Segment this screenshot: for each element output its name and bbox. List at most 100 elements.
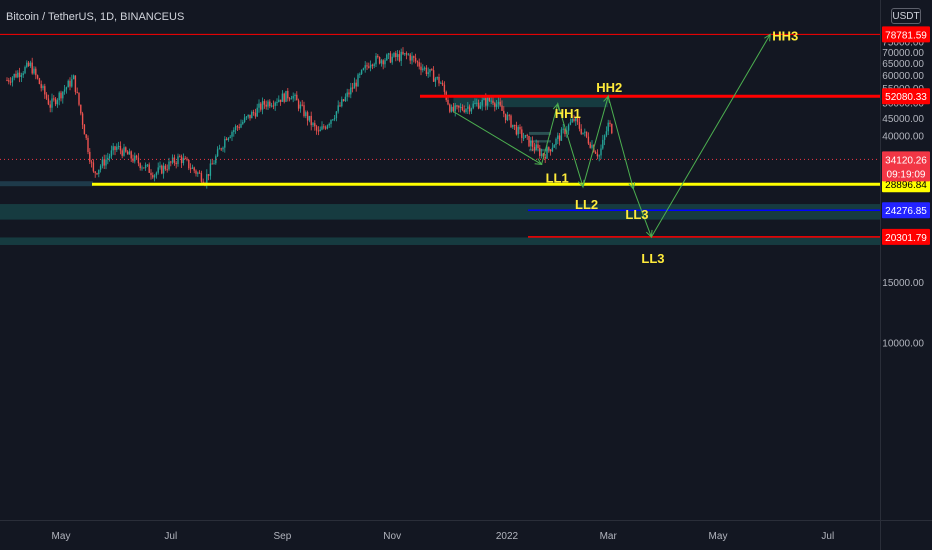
- level-price-label-bg: [882, 202, 930, 219]
- candle-body: [402, 51, 404, 55]
- zone-lower-lower: [0, 237, 880, 245]
- candle-body: [20, 75, 23, 77]
- candle-body: [152, 175, 154, 178]
- candle-body: [501, 105, 503, 111]
- candle-body: [362, 68, 365, 70]
- candle-body: [357, 74, 359, 87]
- candle-body: [542, 153, 545, 157]
- candle-body: [134, 155, 136, 162]
- projection-arrowhead: [534, 158, 543, 165]
- price-tick-label: 45000.00: [882, 114, 924, 125]
- candle-body: [386, 54, 388, 61]
- candle-body: [544, 156, 546, 159]
- candle-body: [360, 69, 363, 74]
- candle-body: [494, 103, 496, 107]
- currency-selector-button[interactable]: USDT: [891, 8, 921, 24]
- candle-body: [80, 104, 82, 114]
- candle-body: [315, 126, 318, 131]
- price-tick-label: 60000.00: [882, 71, 924, 82]
- candle-body: [238, 126, 240, 128]
- candle-body: [485, 98, 487, 106]
- candle-body: [526, 135, 528, 137]
- candle-body: [528, 135, 530, 147]
- candle-body: [141, 167, 143, 169]
- candle-body: [377, 55, 379, 58]
- candle-body: [22, 73, 24, 76]
- price-tick-label: 10000.00: [882, 339, 924, 350]
- candle-body: [567, 124, 570, 131]
- candle-body: [155, 172, 158, 176]
- candle-body: [78, 92, 80, 105]
- current-price-label: 34120.26: [885, 155, 927, 166]
- wave-label-hh3: HH3: [772, 28, 798, 43]
- candle-body: [571, 118, 573, 123]
- candle-body: [405, 53, 408, 55]
- projection-arrowhead: [603, 95, 610, 104]
- candle-body: [557, 135, 559, 139]
- level-price-label: 78781.59: [885, 30, 927, 41]
- candle-body: [587, 136, 590, 144]
- candle-body: [51, 98, 53, 108]
- candle-body: [443, 84, 446, 92]
- candle-body: [11, 77, 14, 83]
- candle-body: [503, 110, 505, 114]
- candle-body: [200, 173, 203, 182]
- projection-path: [453, 34, 771, 239]
- candle-body: [558, 135, 561, 141]
- candle-body: [85, 134, 87, 138]
- candle-body: [564, 128, 566, 135]
- candle-body: [395, 53, 397, 57]
- candle-body: [92, 162, 95, 172]
- candle-body: [132, 158, 134, 162]
- candle-body: [164, 165, 167, 170]
- candle-body: [346, 92, 348, 97]
- candle-body: [225, 138, 228, 140]
- time-axis: May Jul Sep Nov 2022 Mar May Jul: [52, 531, 835, 542]
- candle-body: [429, 69, 431, 73]
- candle-body: [224, 138, 226, 148]
- candle-body: [519, 127, 521, 130]
- candle-body: [161, 165, 163, 174]
- candle-body: [173, 157, 176, 163]
- symbol-title: Bitcoin / TetherUS, 1D, BINANCEUS: [6, 11, 185, 23]
- candle-body: [495, 104, 498, 107]
- candle-body: [69, 80, 71, 87]
- candle-body: [245, 116, 248, 118]
- candle-body: [31, 62, 33, 74]
- candle-body: [236, 126, 239, 128]
- candle-body: [8, 80, 10, 82]
- candle-body: [328, 123, 330, 126]
- candle-body: [389, 53, 392, 63]
- candle-body: [242, 122, 244, 124]
- candle-body: [296, 94, 298, 101]
- level-price-label-bg: [882, 88, 930, 105]
- candle-body: [103, 159, 105, 166]
- candle-body: [49, 104, 51, 108]
- candle-body: [600, 148, 602, 156]
- candle-body: [539, 147, 541, 156]
- candle-body: [233, 129, 235, 132]
- zone-lower-upper: [0, 204, 880, 220]
- candle-body: [216, 149, 219, 157]
- candle-body: [591, 145, 593, 148]
- candle-body: [47, 98, 50, 105]
- candle-body: [116, 146, 118, 150]
- candle-body: [150, 172, 152, 176]
- candle-body: [598, 155, 600, 157]
- price-tick-label: 40000.00: [882, 132, 924, 143]
- candle-body: [569, 122, 572, 125]
- candle-body: [393, 53, 395, 57]
- candle-body: [515, 125, 518, 135]
- candle-body: [278, 99, 280, 103]
- candle-body: [481, 100, 483, 106]
- candle-body: [15, 73, 17, 78]
- price-tick-label: 15000.00: [882, 278, 924, 289]
- candle-body: [175, 162, 177, 164]
- candle-body: [258, 103, 260, 108]
- candle-body: [202, 181, 204, 184]
- candle-body: [341, 99, 343, 107]
- candle-body: [465, 108, 467, 113]
- candle-body: [168, 161, 170, 170]
